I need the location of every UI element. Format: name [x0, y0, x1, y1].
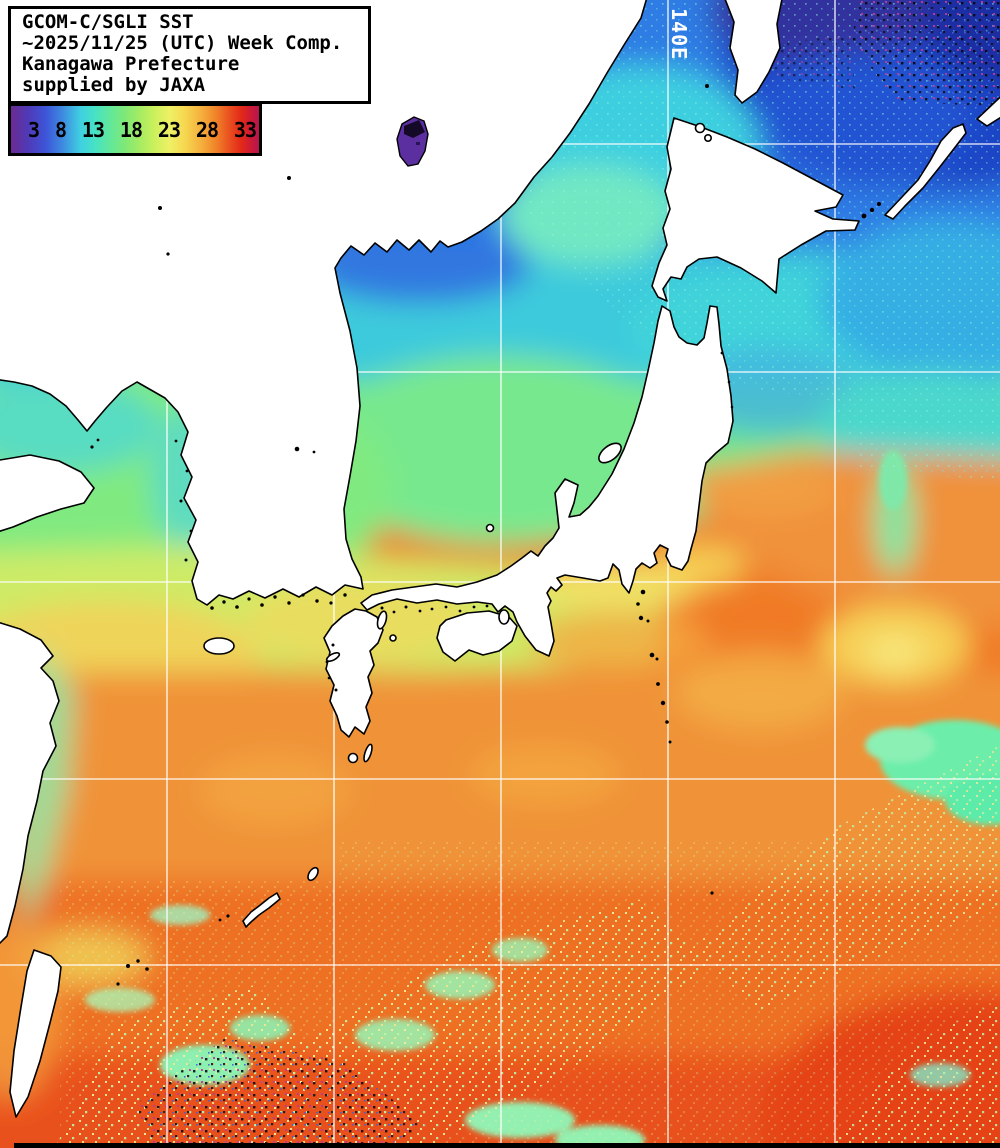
- land-tanegashima: [363, 743, 373, 763]
- land-kunashiri: [884, 123, 967, 220]
- bottom-edge-strip: [14, 1143, 1000, 1148]
- land-sakhalin: [724, 0, 783, 104]
- land-amami: [307, 866, 319, 882]
- land-jeju: [203, 637, 235, 655]
- land-goto: [325, 651, 341, 663]
- grid-label-140e: 140E: [667, 8, 691, 60]
- speckle-noise: [55, 0, 1000, 1148]
- land-rishiri: [694, 122, 706, 134]
- colorbar-tick: 23: [157, 117, 181, 142]
- islet-dots: [90, 84, 881, 986]
- land-honshu: [360, 305, 734, 657]
- land-yakushima: [347, 752, 359, 764]
- land-shandong: [0, 454, 95, 532]
- land-china-coast: [0, 622, 60, 945]
- land-tsushima: [376, 610, 388, 630]
- land-rebun: [703, 134, 712, 143]
- colorbar-tick: 18: [119, 117, 143, 142]
- land-kyushu: [323, 608, 384, 738]
- land-iki: [389, 634, 397, 642]
- land-okinawa: [242, 892, 281, 928]
- colorbar-tick-labels: 3 8 13 18 23 28 33: [11, 106, 259, 153]
- land-oki: [485, 523, 495, 533]
- sst-colorbar: 3 8 13 18 23 28 33: [8, 103, 262, 156]
- land-taiwan: [9, 949, 62, 1118]
- colorbar-tick: 8: [54, 117, 67, 142]
- colorbar-tick: 33: [233, 117, 257, 142]
- graticule-labels: 140E 40N: [4, 8, 691, 373]
- land-iturup: [976, 96, 1000, 127]
- product-region: Kanagawa Prefecture: [22, 53, 240, 75]
- product-title: GCOM-C/SGLI SST: [22, 11, 194, 33]
- land-awaji: [498, 609, 510, 625]
- lake-khanka-cold-spot: [396, 116, 429, 167]
- product-date: ~2025/11/25 (UTC) Week Comp.: [22, 32, 343, 54]
- grid-label-40n: 40N: [4, 349, 40, 373]
- colorbar-tick: 28: [195, 117, 219, 142]
- colorbar-tick: 3: [28, 117, 40, 142]
- product-credit: supplied by JAXA: [22, 74, 206, 96]
- land-sado: [598, 442, 622, 464]
- land-hokkaido: [651, 117, 860, 302]
- title-box: GCOM-C/SGLI SST ~2025/11/25 (UTC) Week C…: [8, 6, 371, 104]
- colorbar-tick: 13: [81, 117, 105, 142]
- land-shikoku: [436, 610, 518, 662]
